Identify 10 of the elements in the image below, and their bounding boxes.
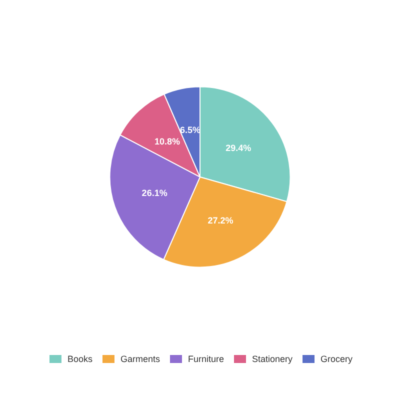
legend-label: Garments <box>120 354 160 364</box>
legend-label: Grocery <box>320 354 354 364</box>
data-label: 10.8% <box>154 136 180 147</box>
data-label: 29.4% <box>226 142 252 153</box>
data-label: 26.1% <box>142 188 168 198</box>
legend-label: Furniture <box>188 354 224 364</box>
legend-label: Books <box>67 354 93 364</box>
data-label: 27.2% <box>208 216 234 226</box>
data-label: 6.5% <box>180 124 200 135</box>
legend-label: Stationery <box>252 354 294 364</box>
